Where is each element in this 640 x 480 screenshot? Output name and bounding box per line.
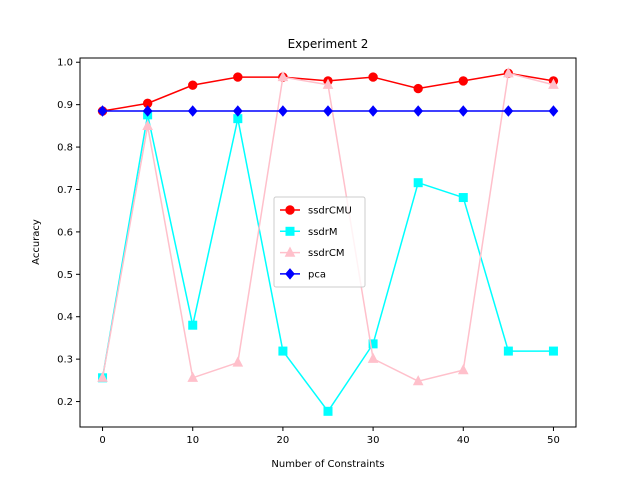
legend: ssdrCMU ssdrM ssdrCM pca [273, 196, 366, 288]
data-point [187, 371, 199, 382]
data-point [413, 105, 424, 117]
y-tick-label: 0.4 [57, 312, 73, 323]
data-point [323, 406, 333, 416]
data-point [457, 364, 469, 375]
y-tick-label: 0.8 [57, 143, 73, 154]
data-point [187, 105, 198, 117]
chart-title: Experiment 2 [288, 37, 369, 51]
data-point [232, 105, 243, 117]
legend-marker [284, 246, 296, 257]
data-point [278, 346, 288, 356]
data-point [458, 193, 468, 203]
x-tick-label: 40 [457, 435, 470, 446]
legend-box [273, 196, 366, 288]
x-axis-label: Number of Constraints [271, 459, 384, 470]
x-tick-label: 30 [367, 435, 380, 446]
data-point [323, 105, 333, 117]
series-ssdrCM [97, 67, 559, 386]
legend-item: pca [280, 268, 326, 280]
data-point [142, 119, 153, 130]
data-point [368, 339, 378, 349]
x-tick-label: 10 [186, 435, 199, 446]
y-axis-label: Accuracy [31, 219, 42, 265]
data-point [188, 80, 198, 90]
data-point [368, 72, 378, 82]
x-axis: 0 10 20 30 40 50 [99, 427, 560, 446]
y-tick-label: 1.0 [57, 58, 73, 69]
data-point [142, 105, 153, 117]
data-point [503, 346, 513, 356]
data-point [233, 72, 243, 82]
data-point [188, 320, 198, 330]
y-tick-label: 0.7 [57, 185, 73, 196]
data-point [367, 352, 379, 363]
data-point [548, 78, 559, 89]
legend-label: ssdrM [308, 227, 338, 238]
legend-item: ssdrCMU [280, 205, 352, 217]
y-tick-label: 0.5 [57, 270, 73, 281]
y-axis: 0.2 0.3 0.4 0.5 0.6 0.7 0.8 0.9 1.0 [57, 58, 80, 408]
x-tick-label: 0 [99, 435, 105, 446]
data-point [503, 105, 514, 117]
x-tick-label: 20 [277, 435, 290, 446]
data-point [322, 78, 334, 89]
legend-label: ssdrCM [308, 248, 345, 259]
legend-marker [285, 268, 295, 280]
data-point [548, 105, 559, 117]
legend-marker [285, 226, 295, 236]
data-point [97, 105, 108, 117]
y-tick-label: 0.6 [57, 227, 73, 238]
data-point [458, 76, 468, 86]
data-point [413, 83, 423, 94]
data-point [368, 105, 378, 117]
data-point [548, 346, 558, 356]
plot-frame [79, 57, 577, 428]
legend-marker [285, 205, 295, 215]
data-point [278, 105, 288, 117]
x-tick-label: 50 [547, 435, 560, 446]
y-tick-label: 0.3 [57, 355, 73, 366]
y-tick-label: 0.2 [57, 397, 73, 408]
series-layer [97, 67, 559, 416]
legend-item: ssdrCM [280, 246, 345, 259]
series-pca [97, 105, 559, 117]
data-point [277, 71, 289, 82]
legend-label: ssdrCMU [308, 206, 352, 217]
data-point [503, 67, 514, 78]
y-tick-label: 0.9 [57, 100, 73, 111]
data-point [97, 371, 108, 382]
data-point [413, 178, 423, 188]
data-point [458, 105, 469, 117]
data-point [412, 375, 424, 386]
legend-label: pca [308, 269, 326, 280]
legend-item: ssdrM [280, 226, 338, 238]
data-point [232, 356, 244, 367]
